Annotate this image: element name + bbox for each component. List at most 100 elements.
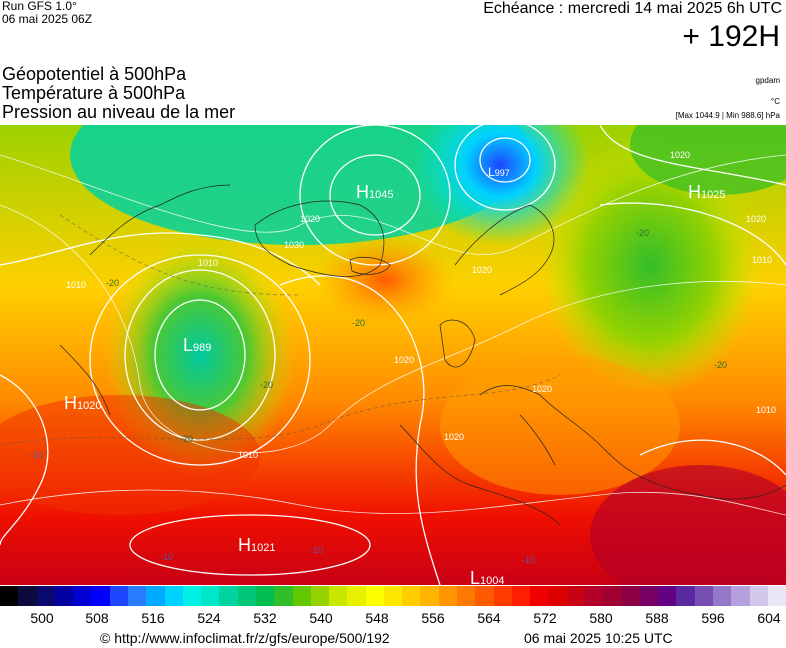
temperature-label: -20: [180, 434, 194, 444]
isobar-label: 1020: [746, 214, 767, 224]
temperature-label: -20: [352, 318, 366, 328]
temperature-label: -10: [160, 552, 174, 562]
isobar-label: 1010: [238, 450, 259, 460]
color-scale-bar: [0, 586, 786, 606]
scale-tick: 572: [533, 610, 557, 626]
color-swatch: [420, 586, 439, 606]
color-swatch: [621, 586, 640, 606]
isobar-label: 1020: [670, 150, 691, 160]
color-swatch: [310, 586, 330, 606]
color-swatch: [475, 586, 494, 606]
scale-tick: 516: [141, 610, 165, 626]
pressure-center-high: H1025: [688, 182, 726, 202]
weather-map: [0, 125, 786, 585]
color-swatch: [658, 586, 677, 606]
scale-tick: 540: [309, 610, 333, 626]
color-swatch: [457, 586, 476, 606]
color-swatch: [18, 586, 37, 606]
forecast-valid-time: Echéance : mercredi 14 mai 2025 6h UTC: [483, 0, 782, 17]
color-swatch: [511, 586, 531, 606]
color-swatch: [585, 586, 604, 606]
color-swatch: [36, 586, 55, 606]
title-temperature: Température à 500hPa: [2, 83, 186, 103]
color-swatch: [164, 586, 183, 606]
isobar-label: 1030: [284, 240, 305, 250]
color-swatch: [54, 586, 74, 606]
color-swatch: [383, 586, 403, 606]
color-swatch: [73, 586, 92, 606]
color-swatch: [694, 586, 713, 606]
scale-tick: 532: [253, 610, 277, 626]
isobar-label: 1020: [300, 214, 321, 224]
scale-tick: 604: [757, 610, 781, 626]
color-swatch: [237, 586, 256, 606]
color-swatch: [749, 586, 768, 606]
scale-tick: 596: [701, 610, 725, 626]
scale-tick: 564: [477, 610, 501, 626]
isobar-label: 1010: [756, 405, 777, 415]
title-geopotential: Géopotentiel à 500hPa: [2, 64, 187, 84]
scale-tick: 556: [421, 610, 445, 626]
unit-gpdam: gpdam: [755, 76, 780, 85]
temperature-label: -20: [636, 228, 650, 238]
color-swatch: [767, 586, 786, 606]
scale-tick: 500: [30, 610, 54, 626]
color-swatch: [146, 586, 165, 606]
pressure-center-high: H1021: [238, 535, 276, 555]
pressure-center-high: H1045: [356, 182, 394, 202]
pressure-center-high: H1020: [64, 393, 102, 413]
scale-tick: 508: [85, 610, 109, 626]
forecast-hour: + 192H: [682, 20, 780, 53]
color-swatch: [438, 586, 458, 606]
color-swatch: [402, 586, 421, 606]
isobar-label: 1020: [472, 265, 493, 275]
scale-tick: 548: [365, 610, 389, 626]
color-scale-ticks: 500 508 516 524 532 540 548 556 564 572 …: [0, 610, 786, 626]
isobar-label: 1010: [66, 280, 87, 290]
scale-tick: 524: [197, 610, 221, 626]
color-swatch: [255, 586, 275, 606]
coastlines: [59, 184, 786, 526]
color-swatch: [274, 586, 293, 606]
color-swatch: [109, 586, 128, 606]
isobar-label: 1010: [198, 258, 219, 268]
color-swatch: [127, 586, 147, 606]
scale-tick: 580: [589, 610, 613, 626]
color-swatch: [676, 586, 695, 606]
pressure-center-low: L997: [488, 165, 510, 179]
isobars: [0, 125, 786, 585]
temperature-label: -20: [106, 278, 120, 288]
scale-tick: 588: [645, 610, 669, 626]
color-swatch: [493, 586, 512, 606]
title-pressure: Pression au niveau de la mer: [2, 102, 236, 122]
pressure-maxmin: [Max 1044.9 | Min 988.6] hPa: [675, 111, 780, 120]
temperature-label: -10: [310, 545, 324, 555]
run-label: Run GFS 1.0°: [2, 0, 77, 13]
generation-date: 06 mai 2025 10:25 UTC: [524, 630, 673, 646]
color-swatch: [201, 586, 220, 606]
isobar-label: 1020: [532, 384, 553, 394]
color-swatch: [91, 586, 110, 606]
isobar-label: 1020: [394, 355, 415, 365]
isobar-label: 1020: [444, 432, 465, 442]
color-swatch: [182, 586, 202, 606]
color-swatch: [639, 586, 659, 606]
color-swatch: [0, 586, 19, 606]
pressure-center-low: L1004: [470, 568, 505, 588]
temperature-label: -10: [522, 555, 536, 565]
source-link[interactable]: © http://www.infoclimat.fr/z/gfs/europe/…: [100, 630, 390, 646]
temperature-label: -20: [260, 380, 274, 390]
color-swatch: [365, 586, 384, 606]
color-swatch: [292, 586, 311, 606]
temperature-label: -20: [714, 360, 728, 370]
pressure-center-low: L989: [183, 335, 212, 355]
color-swatch: [347, 586, 366, 606]
temperature-label: -10: [30, 450, 44, 460]
color-swatch: [566, 586, 585, 606]
color-swatch: [530, 586, 549, 606]
unit-celsius: °C: [771, 97, 780, 106]
color-swatch: [329, 586, 348, 606]
color-swatch: [548, 586, 567, 606]
color-swatch: [603, 586, 622, 606]
color-swatch: [712, 586, 732, 606]
